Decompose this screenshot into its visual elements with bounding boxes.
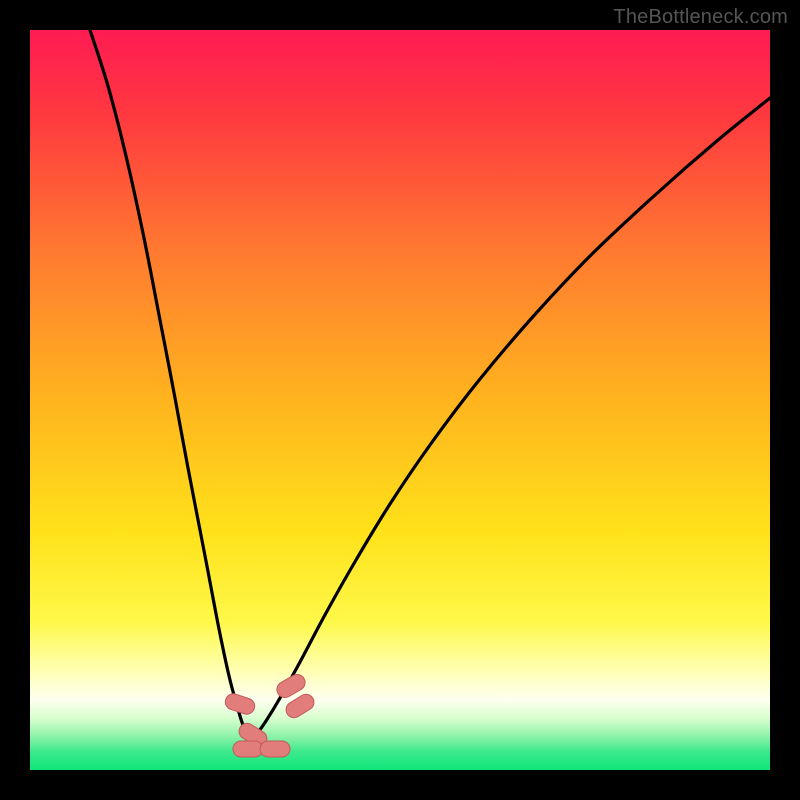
marker-capsule (260, 741, 290, 757)
plot-area (30, 30, 770, 770)
chart-container: TheBottleneck.com (0, 0, 800, 800)
watermark-text: TheBottleneck.com (613, 6, 788, 29)
chart-svg (0, 0, 800, 800)
marker-capsule (233, 741, 263, 757)
